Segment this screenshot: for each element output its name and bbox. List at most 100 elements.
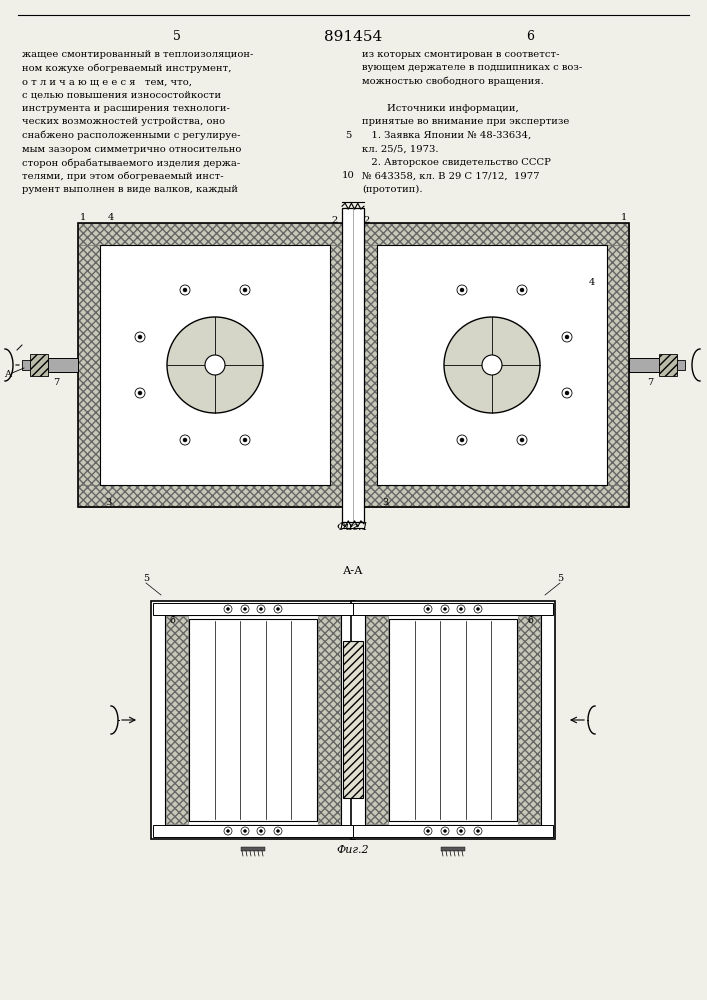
Text: 891454: 891454 [324,30,382,44]
Circle shape [520,288,524,292]
Bar [318,616,340,824]
Bar [151,601,355,839]
Circle shape [240,435,250,445]
Bar [629,358,659,372]
Text: Источники информации,: Источники информации, [362,104,519,113]
Circle shape [460,288,464,292]
Text: 6: 6 [526,30,534,43]
Text: кл. 25/5, 1973.: кл. 25/5, 1973. [362,144,438,153]
Text: сторон обрабатываемого изделия держа-: сторон обрабатываемого изделия держа- [22,158,240,167]
Circle shape [460,607,462,610]
Circle shape [443,607,447,610]
Text: 5: 5 [143,574,149,583]
Text: № 643358, кл. В 29 С 17/12,  1977: № 643358, кл. В 29 С 17/12, 1977 [362,172,539,180]
Text: с целью повышения износостойкости: с целью повышения износостойкости [22,91,221,100]
Text: Фиг.1: Фиг.1 [337,522,369,532]
Text: 4: 4 [589,278,595,287]
Circle shape [457,605,465,613]
Circle shape [444,317,540,413]
Circle shape [426,830,429,832]
Bar [353,603,553,615]
Text: 3: 3 [105,498,111,507]
Text: можностью свободного вращения.: можностью свободного вращения. [362,77,544,87]
Text: 1: 1 [621,213,627,222]
Bar [365,615,541,825]
Bar [677,360,685,370]
Bar [518,616,540,824]
Bar [189,619,317,821]
Circle shape [135,332,145,342]
Circle shape [224,827,232,835]
Text: румент выполнен в виде валков, каждый: румент выполнен в виде валков, каждый [22,185,238,194]
Text: инструмента и расширения технологи-: инструмента и расширения технологи- [22,104,230,113]
Bar [78,223,352,507]
Text: А-А: А-А [343,566,363,576]
Bar [48,358,78,372]
Circle shape [562,388,572,398]
Text: ческих возможностей устройства, оно: ческих возможностей устройства, оно [22,117,225,126]
Bar [166,616,188,824]
Text: 7: 7 [53,378,59,387]
Circle shape [441,605,449,613]
Text: о т л и ч а ю щ е е с я   тем, что,: о т л и ч а ю щ е е с я тем, что, [22,77,192,86]
Bar [100,245,330,485]
Bar [351,601,555,839]
Circle shape [443,830,447,832]
Text: 1: 1 [80,213,86,222]
Bar [355,223,629,507]
Text: телями, при этом обогреваемый инст-: телями, при этом обогреваемый инст- [22,172,223,181]
Text: A: A [4,370,11,379]
Circle shape [183,288,187,292]
Circle shape [135,388,145,398]
Circle shape [477,830,479,832]
Circle shape [426,607,429,610]
Bar [441,847,465,851]
Text: б: б [169,616,175,625]
Circle shape [457,435,467,445]
Bar [353,825,553,837]
Text: принятые во внимание при экспертизе: принятые во внимание при экспертизе [362,117,569,126]
Circle shape [180,285,190,295]
Circle shape [138,391,142,395]
Circle shape [424,827,432,835]
Circle shape [457,827,465,835]
Circle shape [517,285,527,295]
Circle shape [274,827,282,835]
Text: 5: 5 [557,574,563,583]
Bar [78,223,352,245]
Circle shape [460,438,464,442]
Text: (прототип).: (прототип). [362,185,423,194]
Bar [153,825,353,837]
Circle shape [226,607,230,610]
Circle shape [474,827,482,835]
Text: мым зазором симметрично относительно: мым зазором симметрично относительно [22,144,241,153]
Bar [30,354,48,376]
Circle shape [424,605,432,613]
Circle shape [477,607,479,610]
Circle shape [276,830,279,832]
Text: 1. Заявка Японии № 48-33634,: 1. Заявка Японии № 48-33634, [362,131,531,140]
Text: 7: 7 [647,378,653,387]
Circle shape [460,830,462,832]
Circle shape [520,438,524,442]
Circle shape [241,827,249,835]
Circle shape [167,317,263,413]
Circle shape [138,335,142,339]
Text: 3: 3 [382,498,388,507]
Bar [389,619,517,821]
Circle shape [474,605,482,613]
Circle shape [259,607,262,610]
Circle shape [482,355,502,375]
Circle shape [276,607,279,610]
Circle shape [562,332,572,342]
Text: 2. Авторское свидетельство СССР: 2. Авторское свидетельство СССР [362,158,551,167]
Circle shape [517,435,527,445]
Bar [330,245,352,485]
Bar [377,245,607,485]
Circle shape [257,827,265,835]
Bar [22,360,30,370]
Circle shape [257,605,265,613]
Bar [153,603,353,615]
Circle shape [241,605,249,613]
Circle shape [274,605,282,613]
